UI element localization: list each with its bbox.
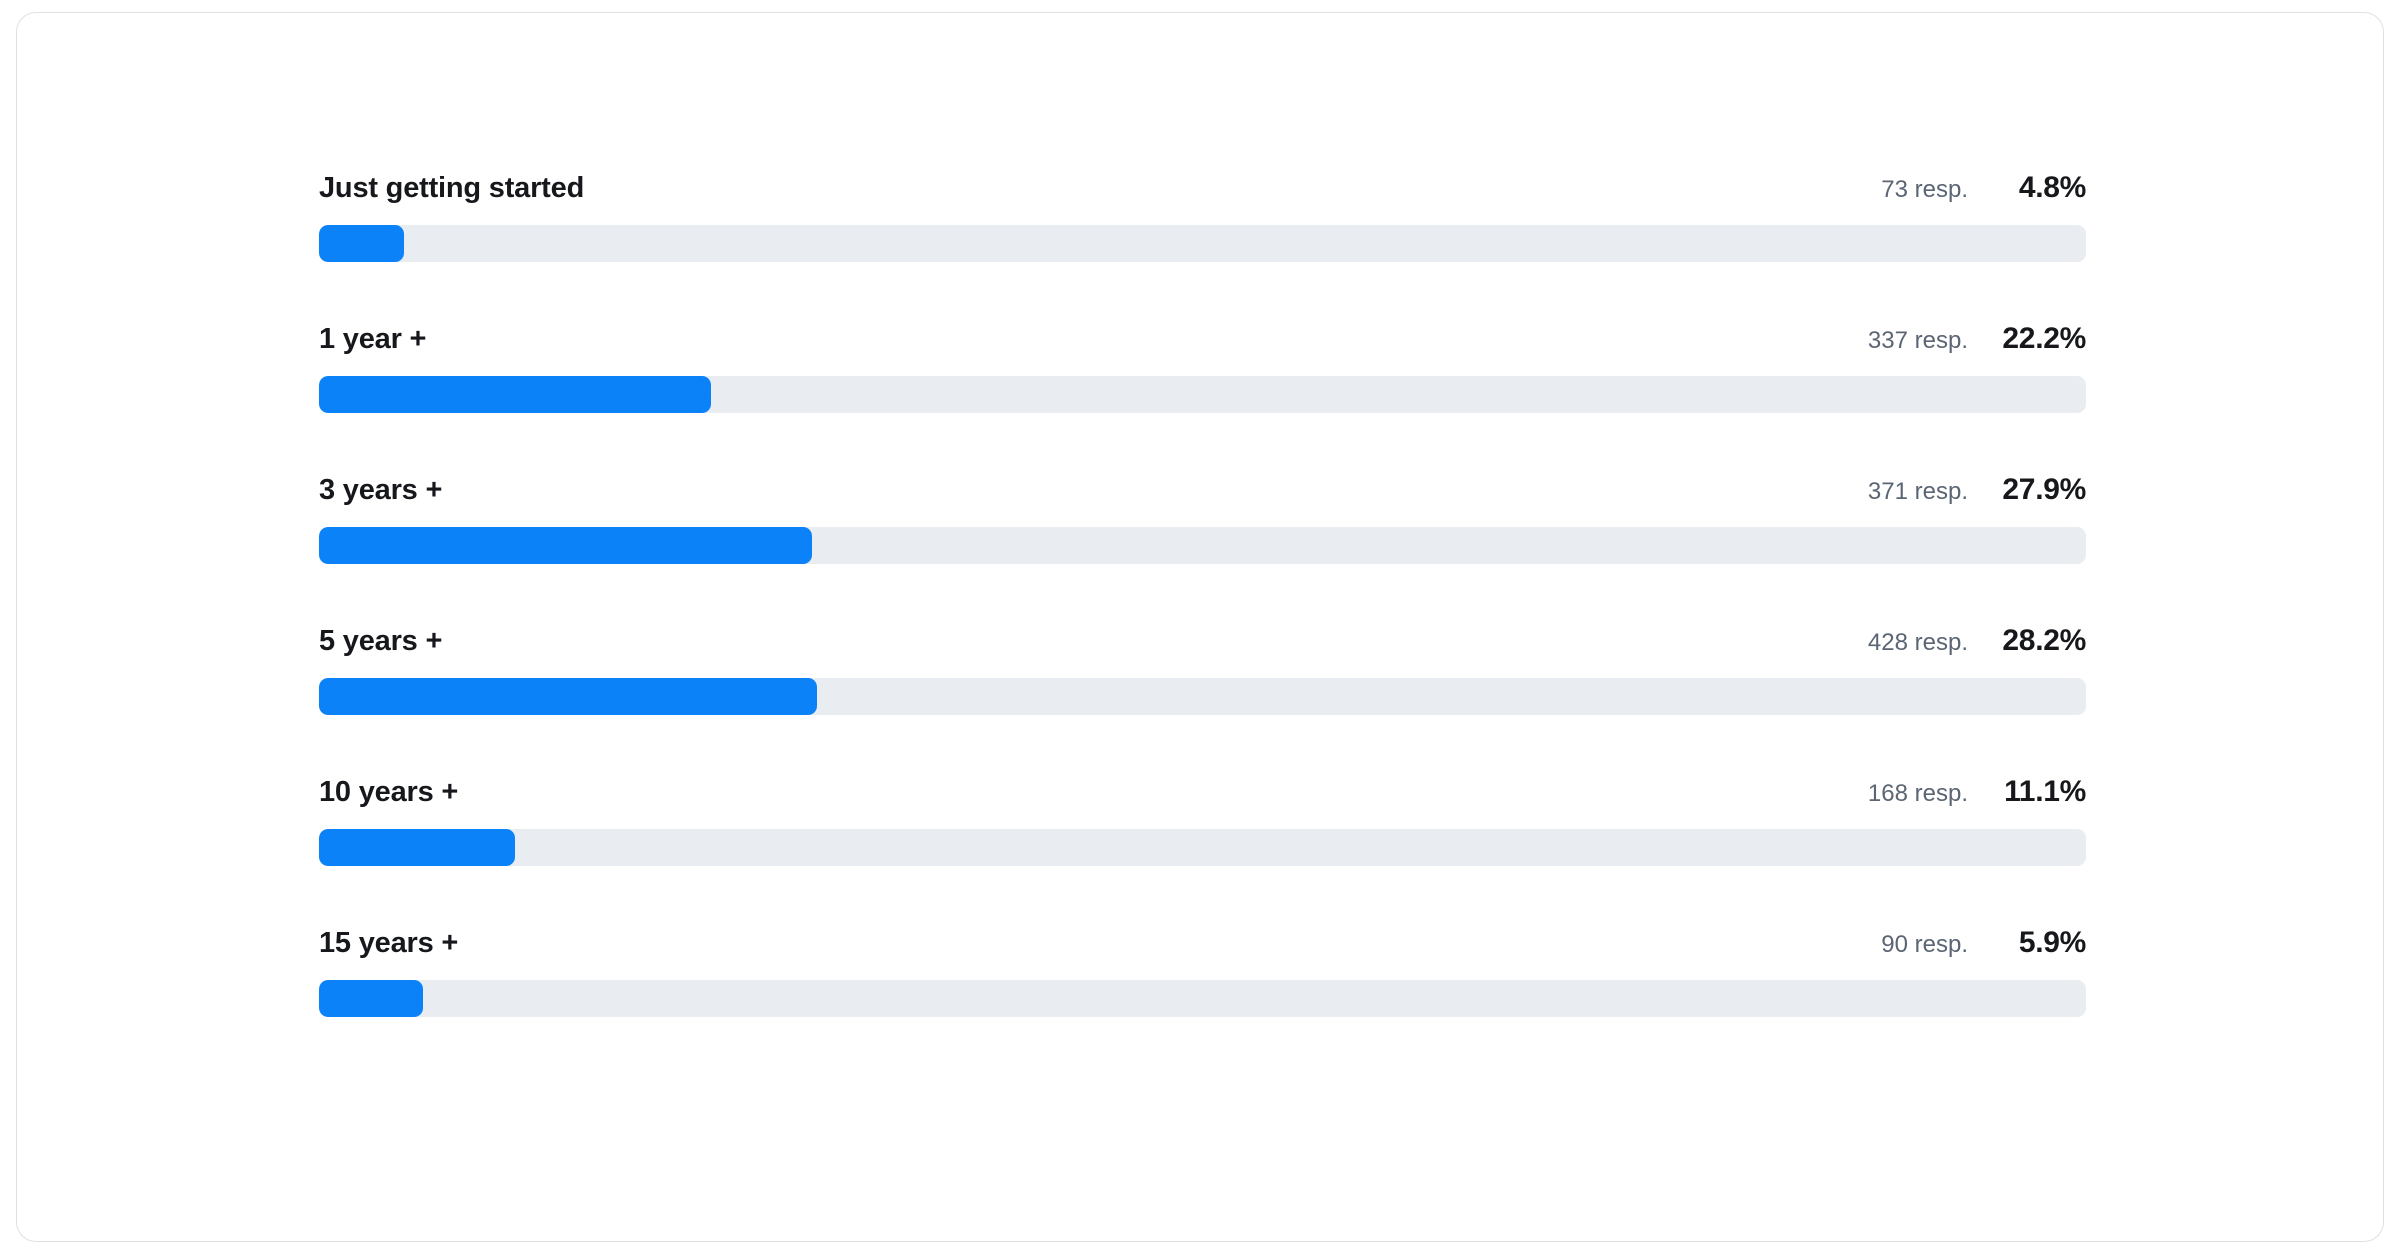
poll-results-card: Just getting started 73 resp. 4.8% 1 yea… (16, 12, 2384, 1242)
poll-bar-track (319, 527, 2086, 564)
poll-row: 5 years + 428 resp. 28.2% (319, 624, 2086, 715)
poll-percentage: 11.1% (2004, 775, 2086, 808)
poll-bar-fill (319, 376, 712, 413)
poll-row-header: 10 years + 168 resp. 11.1% (319, 775, 2086, 815)
poll-response-count: 337 resp. (1867, 327, 1968, 354)
poll-row-stats: 90 resp. 5.9% (1881, 926, 2086, 960)
poll-row: 3 years + 371 resp. 27.9% (319, 473, 2086, 564)
poll-option-label: 15 years + (319, 927, 459, 959)
poll-row-stats: 337 resp. 22.2% (1868, 322, 2086, 356)
poll-bar-fill (319, 225, 404, 262)
poll-row-stats: 371 resp. 27.9% (1868, 473, 2086, 507)
poll-row-header: 15 years + 90 resp. 5.9% (319, 926, 2086, 966)
poll-response-count: 90 resp. (1881, 931, 1968, 958)
poll-row-header: 3 years + 371 resp. 27.9% (319, 473, 2086, 513)
poll-option-label: 5 years + (319, 625, 443, 657)
poll-row-header: Just getting started 73 resp. 4.8% (319, 171, 2086, 211)
poll-row: 10 years + 168 resp. 11.1% (319, 775, 2086, 866)
poll-response-count: 371 resp. (1867, 478, 1968, 505)
poll-row: 15 years + 90 resp. 5.9% (319, 926, 2086, 1017)
poll-bar-fill (319, 527, 812, 564)
poll-percentage: 4.8% (2018, 171, 2086, 204)
poll-row-header: 5 years + 428 resp. 28.2% (319, 624, 2086, 664)
poll-row-stats: 73 resp. 4.8% (1881, 171, 2086, 205)
poll-bar-fill (319, 678, 818, 715)
poll-option-label: 1 year + (319, 323, 427, 355)
poll-bar-fill (319, 980, 424, 1017)
poll-row-stats: 168 resp. 11.1% (1868, 775, 2086, 809)
poll-bar-track (319, 829, 2086, 866)
poll-row-header: 1 year + 337 resp. 22.2% (319, 322, 2086, 362)
poll-bar-track (319, 225, 2086, 262)
poll-response-count: 428 resp. (1867, 629, 1968, 656)
poll-results-list: Just getting started 73 resp. 4.8% 1 yea… (319, 171, 2086, 1017)
poll-row-stats: 428 resp. 28.2% (1868, 624, 2086, 658)
poll-row: 1 year + 337 resp. 22.2% (319, 322, 2086, 413)
poll-bar-track (319, 376, 2086, 413)
poll-percentage: 5.9% (2018, 926, 2086, 959)
poll-bar-track (319, 980, 2086, 1017)
poll-percentage: 27.9% (2002, 473, 2086, 506)
poll-response-count: 73 resp. (1881, 176, 1968, 203)
poll-option-label: 3 years + (319, 474, 443, 506)
poll-row: Just getting started 73 resp. 4.8% (319, 171, 2086, 262)
poll-bar-track (319, 678, 2086, 715)
poll-option-label: 10 years + (319, 776, 459, 808)
poll-percentage: 22.2% (2002, 322, 2086, 355)
poll-response-count: 168 resp. (1867, 780, 1968, 807)
poll-option-label: Just getting started (319, 172, 585, 204)
poll-percentage: 28.2% (2002, 624, 2086, 657)
poll-bar-fill (319, 829, 516, 866)
